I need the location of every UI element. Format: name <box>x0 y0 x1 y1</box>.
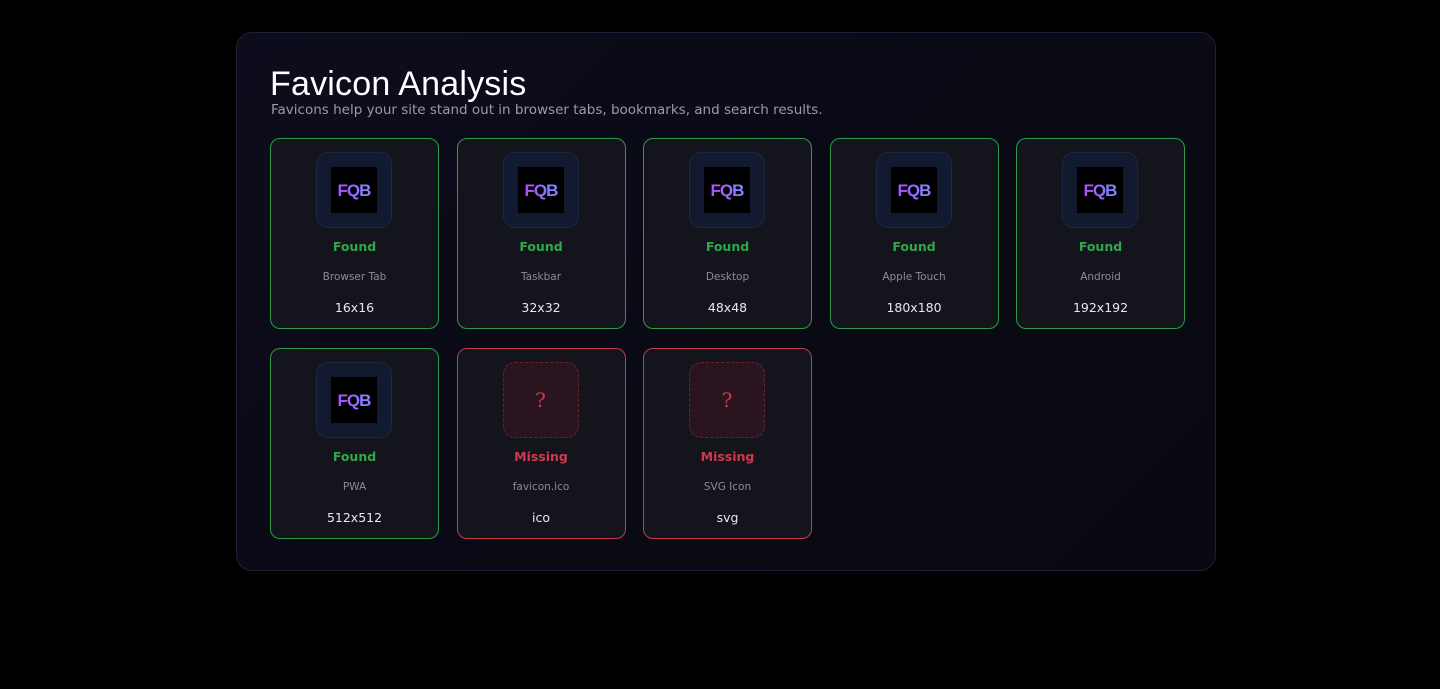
favicon-placeholder: ? <box>689 362 765 438</box>
question-mark-icon: ? <box>721 388 733 412</box>
fqb-logo-icon: FQB <box>1077 167 1123 213</box>
favicon-type-label: PWA <box>342 481 367 493</box>
favicon-type-label: favicon.ico <box>512 481 570 493</box>
status-label: Found <box>892 239 936 254</box>
favicon-placeholder: ? <box>502 362 579 438</box>
favicon-thumbnail: FQB <box>689 152 765 228</box>
svg-text:FQB: FQB <box>524 181 558 200</box>
favicon-card-browser-tab: FQB Found Browser Tab 16x16 <box>270 138 439 329</box>
page-subtitle: Favicons help your site stand out in bro… <box>271 102 823 118</box>
status-label: Found <box>1078 239 1123 254</box>
svg-text:FQB: FQB <box>711 181 745 200</box>
favicon-thumbnail: FQB <box>316 152 392 228</box>
svg-text:FQB: FQB <box>338 181 372 200</box>
favicon-thumbnail: FQB <box>1062 152 1138 228</box>
favicon-thumbnail: FQB <box>875 152 952 228</box>
favicon-thumbnail: FQB <box>316 362 392 438</box>
favicon-type-label: Android <box>1080 271 1121 283</box>
favicon-card-svg-icon: ? Missing SVG Icon svg <box>643 348 812 539</box>
favicon-size-label: ico <box>532 510 550 525</box>
favicon-type-label: Taskbar <box>520 271 562 283</box>
favicon-card-favicon-ico: ? Missing favicon.ico ico <box>456 348 626 539</box>
favicon-type-label: Desktop <box>705 271 750 283</box>
favicon-type-label: Apple Touch <box>882 271 946 283</box>
favicon-card-apple-touch: FQB Found Apple Touch 180x180 <box>829 138 999 329</box>
svg-text:FQB: FQB <box>338 391 372 410</box>
favicon-size-label: svg <box>716 510 739 525</box>
question-mark-icon: ? <box>535 388 546 412</box>
status-label: Missing <box>700 449 755 464</box>
favicon-size-label: 16x16 <box>334 300 375 315</box>
favicon-size-label: 48x48 <box>707 300 748 315</box>
status-label: Found <box>519 239 563 254</box>
favicon-card-pwa: FQB Found PWA 512x512 <box>270 348 439 539</box>
favicon-card-desktop: FQB Found Desktop 48x48 <box>643 138 812 329</box>
favicon-analysis-panel: Favicon Analysis Favicons help your site… <box>236 32 1216 571</box>
favicon-card-android: FQB Found Android 192x192 <box>1016 138 1185 329</box>
favicon-type-label: Browser Tab <box>322 271 387 283</box>
fqb-logo-icon: FQB <box>517 167 564 213</box>
fqb-logo-icon: FQB <box>704 167 750 213</box>
favicon-thumbnail: FQB <box>502 152 579 228</box>
favicon-size-label: 512x512 <box>326 510 383 525</box>
status-label: Found <box>332 239 377 254</box>
svg-text:FQB: FQB <box>897 181 931 200</box>
favicon-size-label: 192x192 <box>1072 300 1129 315</box>
page-title: Favicon Analysis <box>270 65 527 103</box>
fqb-logo-icon: FQB <box>331 167 377 213</box>
status-label: Found <box>332 449 377 464</box>
favicon-card-taskbar: FQB Found Taskbar 32x32 <box>456 138 626 329</box>
svg-text:FQB: FQB <box>1084 181 1118 200</box>
fqb-logo-icon: FQB <box>890 167 937 213</box>
status-label: Found <box>705 239 750 254</box>
fqb-logo-icon: FQB <box>331 377 377 423</box>
status-label: Missing <box>514 449 568 464</box>
favicon-size-label: 180x180 <box>886 300 942 315</box>
favicon-grid: FQB Found Browser Tab 16x16 FQB Found Ta… <box>270 138 1185 539</box>
favicon-size-label: 32x32 <box>521 300 561 315</box>
favicon-type-label: SVG Icon <box>703 481 752 493</box>
